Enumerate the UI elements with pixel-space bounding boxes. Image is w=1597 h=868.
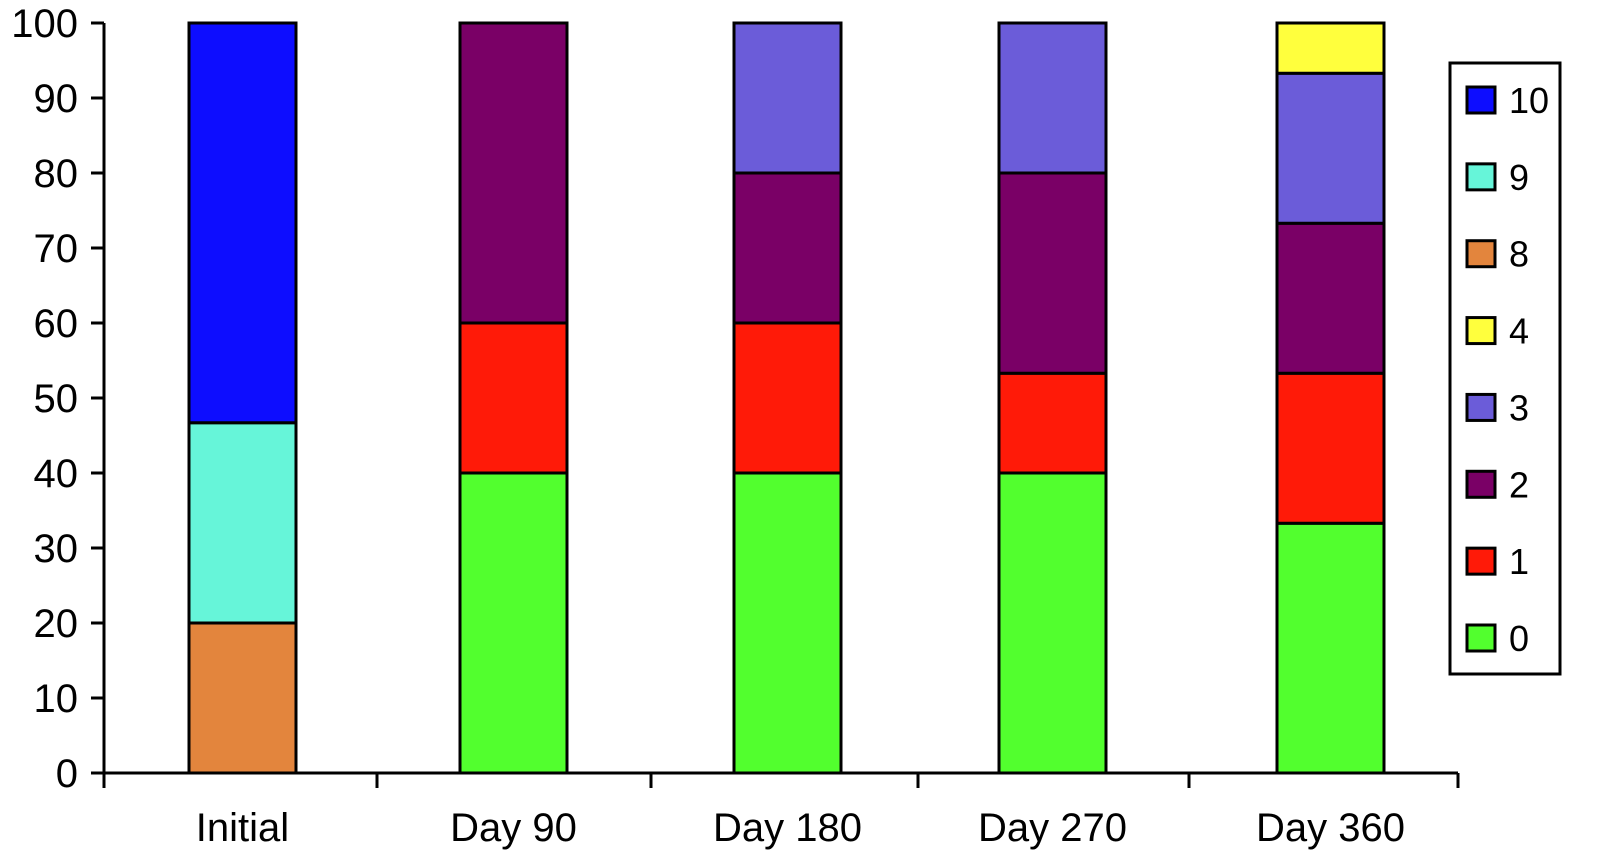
- bar-segment: [997, 21, 1108, 175]
- y-tick-label: 10: [34, 677, 79, 721]
- x-tick-label: Day 180: [713, 806, 862, 850]
- bar-segment: [1275, 221, 1386, 375]
- legend-swatch: [1465, 239, 1497, 269]
- y-tick-label: 50: [34, 377, 79, 421]
- bar-segment: [997, 171, 1108, 375]
- bar-segment: [1275, 371, 1386, 525]
- bar-segment: [187, 621, 298, 775]
- y-tick-label: 40: [34, 452, 79, 496]
- y-tick-label: 30: [34, 527, 79, 571]
- bar-segment: [458, 21, 569, 325]
- bar-segment: [458, 471, 569, 775]
- y-tick-label: 20: [34, 602, 79, 646]
- legend-swatch: [1465, 85, 1497, 115]
- x-tick-label: Day 270: [978, 806, 1127, 850]
- legend-label: 2: [1509, 464, 1529, 505]
- y-tick-label: 60: [34, 302, 79, 346]
- y-axis: 0 10 20 30 40 50 60 70 80 90 100: [11, 2, 106, 796]
- bars: [187, 21, 1386, 775]
- legend-box: [1448, 61, 1562, 676]
- legend-label: 9: [1509, 157, 1529, 198]
- bar-segment: [732, 21, 843, 175]
- bar-segment: [732, 171, 843, 325]
- bar-segment: [1275, 521, 1386, 775]
- bar-segment: [1275, 71, 1386, 225]
- legend-swatch: [1465, 162, 1497, 192]
- legend-swatch: [1465, 469, 1497, 499]
- legend-label: 4: [1509, 311, 1529, 352]
- x-tick-label: Day 90: [450, 806, 577, 850]
- bar-segment: [732, 321, 843, 475]
- legend-label: 0: [1509, 618, 1529, 659]
- bar-segment: [187, 421, 298, 625]
- legend-label: 3: [1509, 387, 1529, 428]
- legend-swatch: [1465, 546, 1497, 576]
- y-tick-label: 90: [34, 77, 79, 121]
- x-tick-label: Initial: [196, 806, 289, 850]
- bar-segment: [732, 471, 843, 775]
- legend-label: 1: [1509, 541, 1529, 582]
- legend-label: 8: [1509, 234, 1529, 275]
- y-tick-label: 100: [11, 2, 78, 46]
- y-tick-label: 0: [56, 752, 78, 796]
- x-axis: Initial Day 90 Day 180 Day 270 Day 360: [91, 771, 1460, 850]
- y-tick-label: 80: [34, 152, 79, 196]
- legend-swatch: [1465, 316, 1497, 346]
- x-tick-label: Day 360: [1256, 806, 1405, 850]
- bar-segment: [458, 321, 569, 475]
- legend-swatch: [1465, 392, 1497, 422]
- bar-segment: [997, 471, 1108, 775]
- bar-segment: [187, 21, 298, 425]
- bar-segment: [1275, 21, 1386, 75]
- legend-swatch: [1465, 623, 1497, 653]
- bar-segment: [997, 371, 1108, 475]
- legend-label: 10: [1509, 80, 1549, 121]
- y-tick-label: 70: [34, 227, 79, 271]
